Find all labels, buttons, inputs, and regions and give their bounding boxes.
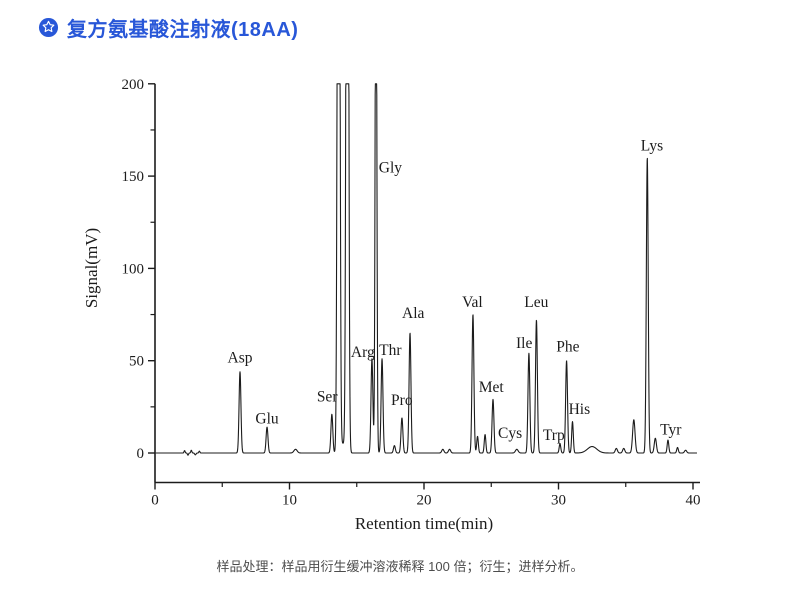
peak-label-his: His xyxy=(569,401,591,418)
peak-label-val: Val xyxy=(462,294,483,311)
peak-label-leu: Leu xyxy=(524,294,548,311)
x-tick-label: 0 xyxy=(151,493,159,509)
peak-label-thr: Thr xyxy=(379,342,402,359)
peak-label-arg: Arg xyxy=(351,344,375,361)
page-title: 复方氨基酸注射液(18AA) xyxy=(67,19,299,41)
chromatogram-trace xyxy=(155,83,698,456)
badge-star-icon xyxy=(38,17,59,38)
peak-label-glu: Glu xyxy=(255,410,279,427)
x-tick-label: 20 xyxy=(417,493,432,509)
chromatogram-chart: 0 10 20 30 40 0 50 100 150 200 Retention time(min)… xyxy=(82,77,701,533)
x-tick-label: 40 xyxy=(686,493,701,509)
y-axis-title: Signal(mV) xyxy=(82,228,101,308)
peak-label-trp: Trp xyxy=(543,427,565,444)
star-icon xyxy=(42,20,55,33)
sample-prep-note: 样品处理：样品用衍生缓冲溶液稀释 100 倍；衍生；进样分析。 xyxy=(216,559,584,574)
x-tick-label: 10 xyxy=(282,493,297,509)
peak-label-cys: Cys xyxy=(498,425,522,442)
y-tick-label: 100 xyxy=(122,261,145,277)
x-tick-label: 30 xyxy=(551,493,566,509)
page-header: 复方氨基酸注射液(18AA) xyxy=(38,13,298,42)
peak-label-pro: Pro xyxy=(391,392,413,409)
peak-label-tyr: Tyr xyxy=(660,422,682,439)
badge-circle xyxy=(38,17,59,38)
peak-label-met: Met xyxy=(479,379,505,396)
peak-label-ala: Ala xyxy=(402,305,425,322)
y-tick-label: 0 xyxy=(137,446,145,462)
peak-label-ile: Ile xyxy=(516,335,532,352)
y-tick-label: 150 xyxy=(122,169,145,185)
y-tick-label: 50 xyxy=(129,354,144,370)
peak-label-lys: Lys xyxy=(641,137,663,154)
x-axis-title: Retention time(min) xyxy=(355,514,493,533)
peak-label-gly: Gly xyxy=(379,159,403,176)
peak-label-phe: Phe xyxy=(556,338,579,355)
y-tick-label: 200 xyxy=(122,77,145,93)
peak-label-ser: Ser xyxy=(317,388,339,405)
peak-label-asp: Asp xyxy=(228,350,253,367)
